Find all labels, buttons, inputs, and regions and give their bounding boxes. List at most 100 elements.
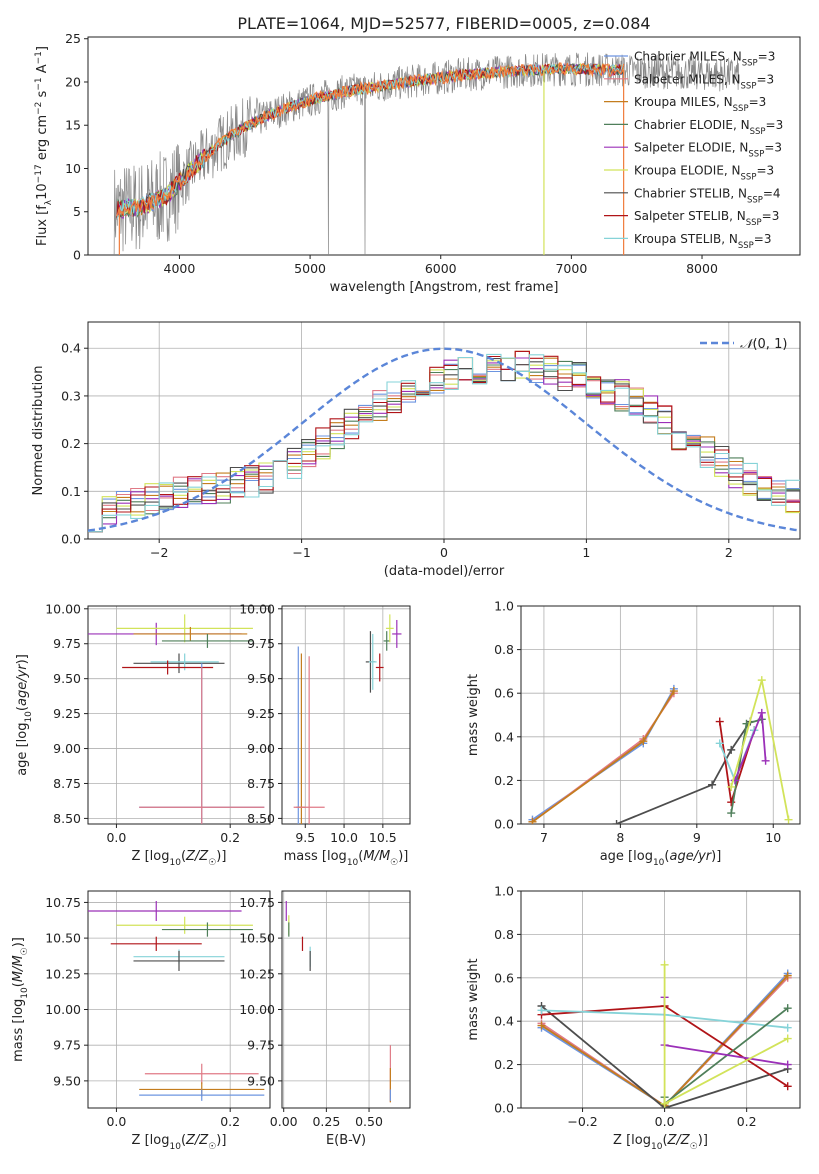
x-axis-label: wavelength [Angstrom, rest frame] [330,280,559,295]
y-tick-label: 9.25 [53,706,81,721]
weight-series [528,687,678,824]
y-axis-label: mass [log10(M/M☉)] [11,937,30,1062]
x-tick-label: 8 [616,830,624,845]
metallicity-mass-panel: 0.0 0.2 9.50 9.75 10.00 10.25 10.50 10.75 Z [log… [11,890,271,1152]
y-axis-label: Normed distribution [31,366,46,496]
y-tick-label: 0.4 [494,729,514,744]
y-tick-label: 8.50 [247,811,275,826]
x-tick-label: 0.50 [355,1114,383,1129]
axes-frame [520,605,801,825]
x-tick-label: 0.2 [737,1114,757,1129]
plus-marker [727,809,736,818]
y-tick-label: 9.75 [247,636,275,651]
x-tick-label: 2 [725,545,733,560]
x-tick-label: 0 [440,545,448,560]
errorbar-point [392,619,402,648]
plus-marker [783,1023,792,1032]
x-axis-label: Z [log10(Z/Z☉)] [132,849,227,868]
x-tick-label: 1 [582,545,590,560]
errorbar-point [139,667,265,824]
errorbar-point [139,1089,265,1101]
plus-marker [528,817,537,824]
y-tick-label: 9.75 [247,1038,275,1053]
x-tick-label: 5000 [294,261,326,276]
x-tick-label: 9 [693,830,701,845]
y-tick-label: 15 [65,118,81,133]
y-tick-label: 9.00 [247,741,275,756]
normal-reference-curve [88,347,800,532]
errorbar-point [133,950,225,971]
x-tick-label: 10.5 [369,830,397,845]
x-axis-label: mass [log10(M/M☉)] [284,849,409,868]
y-tick-label: 0.0 [494,1101,514,1116]
errorbar-point [385,614,394,643]
y-tick-label: 1.0 [494,884,514,899]
plus-marker [783,1034,792,1043]
plus-marker [783,1060,792,1069]
errorbar-point [293,656,325,824]
weight-lines [528,676,793,824]
plus-marker [783,1082,792,1091]
y-tick-label: 10.25 [239,966,275,981]
y-tick-label: 10 [65,161,81,176]
x-tick-label: −0.2 [567,1114,597,1129]
y-tick-label: 0.4 [494,1014,514,1029]
errorbar-marks [293,614,402,824]
axes-frame [87,36,801,256]
y-tick-label: 9.50 [53,1073,81,1088]
plus-marker [715,739,724,748]
y-tick-label: 10.00 [239,1002,275,1017]
y-tick-label: 0 [73,248,81,263]
histogram-series [88,350,800,533]
y-tick-label: 9.50 [53,671,81,686]
y-tick-label: 0.4 [61,341,81,356]
errorbar-marks [88,900,265,1101]
metallicity-massweight-panel: −0.2 0.0 0.2 0.0 0.2 0.4 0.6 0.8 1.0 Z [log10(Z/Z… [466,884,801,1152]
errorbar-point [368,633,377,690]
y-axis-label: mass weight [466,958,481,1040]
errorbar-point [116,916,253,934]
errorbar-point [144,1063,259,1084]
y-tick-label: 0.8 [494,642,514,657]
y-tick-label: 10.00 [45,601,81,616]
x-tick-label: 4000 [164,261,196,276]
histogram-steps [88,347,800,533]
y-tick-label: 8.75 [247,776,275,791]
plus-marker [727,745,736,754]
y-tick-label: 9.75 [53,636,81,651]
plus-marker [783,971,792,980]
x-axis-label: E(B-V) [326,1133,366,1148]
errorbar-point [161,922,253,937]
plus-marker [660,1099,669,1108]
y-tick-label: 10.75 [45,895,81,910]
metallicity-age-panel: 0.0 0.2 8.50 8.75 9.00 9.25 9.50 9.75 10.00 Z [lo… [15,601,271,868]
y-tick-label: 0.1 [61,484,81,499]
y-tick-label: 10.50 [239,931,275,946]
errorbar-point [133,653,225,674]
y-axis-label: Flux [fλ10−17 erg cm−2 s−1 A−1] [34,46,54,246]
x-tick-label: −2 [150,545,168,560]
errorbar-point [133,626,248,641]
y-tick-label: 5 [73,204,81,219]
ebv-mass-panel: 0.00 0.25 0.50 9.50 9.75 10.00 10.25 10.50 10.75… [239,890,411,1148]
legend-label: 𝒩(0, 1) [740,337,787,352]
x-tick-label: 7 [540,830,548,845]
y-tick-label: 8.50 [53,811,81,826]
y-tick-label: 10.25 [45,966,81,981]
x-axis-label: age [log10(age/yr)] [600,849,722,868]
plus-marker [757,708,766,717]
axes-frame [520,890,801,1109]
series-line [540,1005,788,1108]
y-tick-label: 0.6 [494,686,514,701]
x-tick-label: 9.5 [295,830,315,845]
y-tick-label: 0.2 [61,436,81,451]
weight-series [660,960,792,1108]
y-tick-label: 9.50 [247,671,275,686]
axes-frame [87,890,271,1109]
x-tick-label: 7000 [555,261,587,276]
y-tick-label: 25 [65,31,81,46]
y-tick-label: 10.50 [45,931,81,946]
plus-marker [784,815,793,824]
plus-marker [783,1004,792,1013]
